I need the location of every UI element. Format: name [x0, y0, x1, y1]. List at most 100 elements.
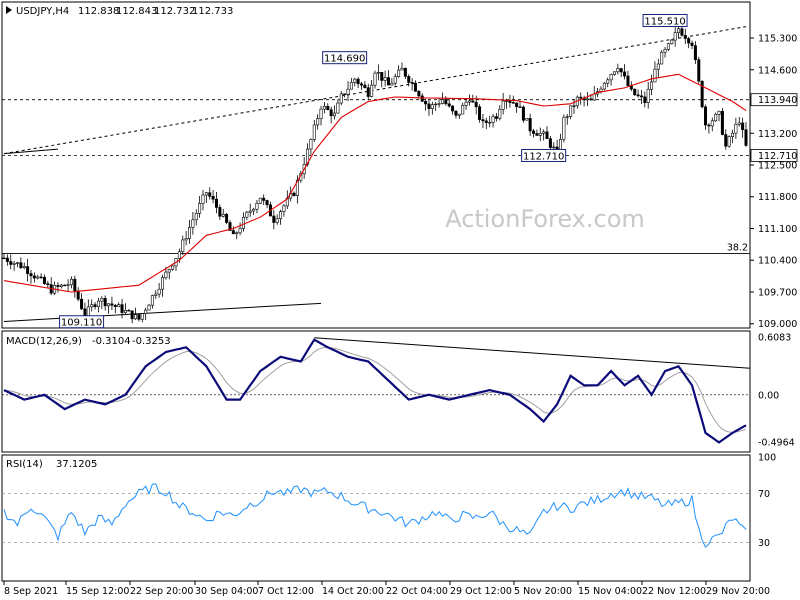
macd-title: MACD(12,26,9) -0.3104 -0.3253	[6, 336, 171, 347]
candle	[343, 93, 347, 98]
svg-text:109.110: 109.110	[61, 318, 102, 329]
candle	[117, 302, 121, 307]
candle	[707, 123, 711, 134]
candle	[467, 94, 471, 106]
candle	[282, 204, 286, 217]
candle	[663, 47, 667, 58]
candle	[626, 70, 630, 87]
candle	[602, 81, 606, 91]
candle	[258, 197, 262, 204]
candle	[113, 304, 117, 314]
candle	[683, 28, 687, 44]
candle	[171, 265, 175, 271]
candle	[363, 81, 367, 89]
candle	[545, 126, 549, 140]
candle	[110, 296, 114, 310]
candle	[619, 67, 623, 77]
candle	[646, 81, 650, 109]
candle	[29, 269, 33, 284]
candle	[2, 253, 6, 260]
svg-text:112.710: 112.710	[523, 151, 564, 162]
candle	[238, 222, 242, 236]
candle	[437, 98, 441, 108]
candle	[15, 262, 19, 268]
price-tick-3: 112.500	[758, 161, 797, 172]
title-marker-icon	[6, 6, 12, 14]
candle	[386, 70, 390, 86]
price-tick-4: 111.800	[758, 192, 797, 203]
candle	[410, 78, 414, 91]
candle	[12, 260, 16, 271]
candle	[464, 98, 468, 110]
candle	[316, 114, 320, 130]
candle	[700, 80, 704, 109]
fib-label: 38.2	[727, 242, 748, 253]
candle	[9, 254, 13, 270]
candle	[161, 274, 165, 297]
candle	[609, 73, 613, 86]
candle	[660, 50, 664, 65]
candle	[508, 94, 512, 108]
candle	[80, 293, 84, 310]
last-price-tag: 112.710	[750, 149, 798, 162]
ohlc-high: 112.843	[116, 6, 157, 17]
candle	[245, 210, 249, 221]
candle	[397, 65, 401, 78]
candle	[447, 98, 451, 108]
candle	[201, 189, 205, 211]
candle	[734, 117, 738, 139]
candle	[73, 275, 77, 298]
price-tick-8: 109.000	[758, 319, 797, 330]
candle	[538, 127, 542, 142]
macd-signal-value: -0.3253	[132, 336, 171, 347]
candle	[322, 102, 326, 114]
candle	[123, 303, 127, 315]
candle	[100, 296, 104, 309]
candle	[710, 117, 714, 132]
candle	[157, 283, 161, 298]
svg-text:114.690: 114.690	[324, 54, 365, 65]
candle	[724, 129, 728, 150]
rsi-indicator: 100 70 30	[2, 453, 776, 549]
candle	[697, 56, 701, 84]
price-axis: 115.300 114.600 113.200 112.500 111.800 111.1…	[750, 34, 798, 330]
candle	[312, 119, 316, 143]
candle	[204, 192, 208, 203]
candle	[461, 102, 465, 115]
candle	[56, 282, 60, 293]
candle	[265, 199, 269, 209]
candle	[221, 208, 225, 218]
candle	[670, 39, 674, 45]
candle	[319, 105, 323, 126]
candle	[198, 196, 202, 218]
candle	[241, 212, 245, 232]
candle	[292, 191, 296, 197]
candle	[32, 272, 36, 283]
macd-trendline	[314, 337, 751, 369]
price-panel-frame	[1, 1, 751, 329]
candle	[400, 62, 404, 71]
time-axis: 8 Sep 2021 15 Sep 12:00 22 Sep 20:00 30 Sep…	[3, 581, 770, 597]
candle	[484, 117, 488, 130]
candle	[140, 313, 144, 323]
candle	[737, 116, 741, 127]
candle	[19, 257, 23, 269]
candle	[262, 194, 266, 205]
candle	[373, 70, 377, 89]
candle	[255, 200, 259, 214]
candle	[444, 96, 448, 106]
candle	[720, 107, 724, 136]
svg-text:115.510: 115.510	[644, 16, 685, 27]
macd-tick-0: 0.6083	[758, 332, 791, 343]
candle	[606, 77, 610, 88]
rsi-tick-1: 70	[758, 489, 770, 500]
candle	[22, 262, 26, 270]
candle	[349, 78, 353, 90]
candle	[103, 295, 107, 311]
candle	[498, 105, 502, 121]
macd-line	[3, 338, 747, 444]
candle	[585, 92, 589, 106]
rsi-line	[3, 483, 747, 548]
candle	[309, 138, 313, 155]
time-label-11: 29 Nov 20:00	[706, 586, 770, 597]
